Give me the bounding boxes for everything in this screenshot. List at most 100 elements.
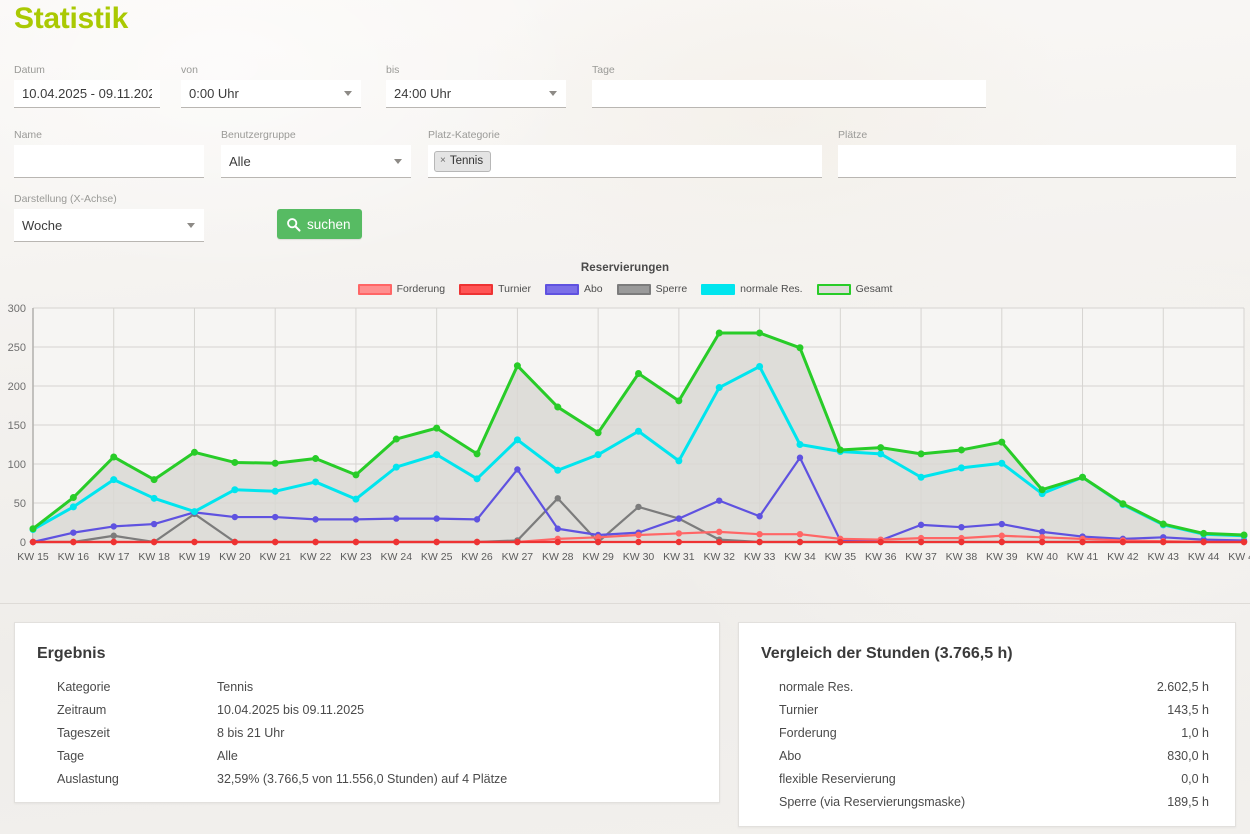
legend-item-abo[interactable]: Abo <box>544 283 603 295</box>
label-von: von <box>181 64 198 76</box>
legend-item-forderung[interactable]: Forderung <box>357 283 446 295</box>
x-axis-tick: KW 21 <box>259 551 291 563</box>
x-axis-tick: KW 25 <box>421 551 453 563</box>
legend-swatch <box>616 283 651 295</box>
x-axis-tick: KW 37 <box>905 551 937 563</box>
x-axis-tick: KW 18 <box>138 551 170 563</box>
table-row: Tageszeit 8 bis 21 Uhr <box>15 721 719 744</box>
legend-swatch <box>357 283 392 295</box>
darstellung-select[interactable] <box>14 209 204 242</box>
chip-label: Tennis <box>449 154 484 167</box>
section-divider <box>0 603 1250 604</box>
x-axis-tick: KW 33 <box>744 551 776 563</box>
table-row: Auslastung 32,59% (3.766,5 von 11.556,0 S… <box>15 767 719 790</box>
x-axis-tick: KW 41 <box>1067 551 1099 563</box>
x-axis-tick: KW 31 <box>663 551 695 563</box>
x-axis-tick: KW 16 <box>58 551 90 563</box>
page-title: Statistik <box>14 2 129 35</box>
x-axis-tick: KW 35 <box>825 551 857 563</box>
chart-svg: 0 50 100 150 200 250 300 KW 15 KW 16 KW 17 KW 18 KW… <box>8 303 1250 563</box>
bis-select[interactable] <box>386 80 566 108</box>
y-axis-tick: 250 <box>8 342 26 354</box>
result-card-heading: Ergebnis <box>37 645 106 662</box>
table-row: Forderung 1,0 h <box>739 721 1235 744</box>
table-row: flexible Reservierung 0,0 h <box>739 767 1235 790</box>
field-plaetze: Plätze <box>838 129 1236 178</box>
y-axis-tick: 0 <box>20 537 26 549</box>
row-value: 10.04.2025 bis 09.11.2025 <box>217 702 365 717</box>
field-tage: Tage <box>592 64 986 108</box>
chip-remove-icon[interactable]: × <box>440 154 446 166</box>
row-key: Tage <box>57 748 85 763</box>
x-axis-tick: KW 23 <box>340 551 372 563</box>
y-axis-tick: 300 <box>8 303 26 315</box>
series-turnier <box>29 538 1248 546</box>
x-axis-tick: KW 26 <box>461 551 493 563</box>
row-key: Sperre (via Reservierungsmaske) <box>779 794 966 809</box>
x-axis-tick: KW 45 <box>1228 551 1250 563</box>
search-button[interactable]: suchen <box>277 209 362 239</box>
x-axis-tick: KW 32 <box>703 551 735 563</box>
label-platz-kategorie: Platz-Kategorie <box>428 129 500 141</box>
x-axis-tick: KW 38 <box>946 551 978 563</box>
row-key: normale Res. <box>779 679 854 694</box>
reservations-chart: Reservierungen Forderung Turnier Abo Sperre… <box>0 262 1250 582</box>
y-axis-tick: 100 <box>8 459 26 471</box>
x-axis-tick: KW 19 <box>179 551 211 563</box>
row-key: Abo <box>779 748 802 763</box>
table-row: Turnier 143,5 h <box>739 698 1235 721</box>
chart-title: Reservierungen <box>580 262 670 274</box>
platz-kategorie-input[interactable]: × Tennis <box>428 145 822 178</box>
legend-label: Gesamt <box>855 283 893 295</box>
row-value: 2.602,5 h <box>1156 679 1209 694</box>
x-axis-tick: KW 20 <box>219 551 251 563</box>
row-key: Forderung <box>779 725 837 740</box>
x-axis-tick: KW 24 <box>381 551 413 563</box>
y-axis-tick: 50 <box>14 498 26 510</box>
plaetze-input[interactable] <box>838 145 1236 178</box>
row-value: 189,5 h <box>1167 794 1209 809</box>
label-benutzergruppe: Benutzergruppe <box>221 129 296 141</box>
legend-label: Sperre <box>655 283 688 295</box>
x-axis-tick: KW 42 <box>1107 551 1139 563</box>
legend-item-normale-res[interactable]: normale Res. <box>701 283 803 295</box>
row-key: Turnier <box>779 702 819 717</box>
name-input[interactable] <box>14 145 204 178</box>
benutzergruppe-select[interactable] <box>221 145 411 178</box>
x-axis-tick: KW 34 <box>784 551 816 563</box>
label-plaetze: Plätze <box>838 129 868 141</box>
row-value: Tennis <box>217 679 254 694</box>
table-row: Zeitraum 10.04.2025 bis 09.11.2025 <box>15 698 719 721</box>
x-axis-tick: KW 27 <box>502 551 534 563</box>
legend-item-gesamt[interactable]: Gesamt <box>816 283 893 295</box>
legend-label: Abo <box>583 283 603 295</box>
x-axis-tick: KW 15 <box>17 551 49 563</box>
chart-plot-area: 0 50 100 150 200 250 300 KW 15 KW 16 KW 17 KW 18 KW… <box>0 300 1250 568</box>
legend-label: Forderung <box>396 283 446 295</box>
legend-item-turnier[interactable]: Turnier <box>459 283 531 295</box>
series-gesamt <box>29 329 1248 539</box>
row-value: 8 bis 21 Uhr <box>217 725 285 740</box>
tage-input[interactable] <box>592 80 986 108</box>
field-von: von <box>181 64 361 108</box>
field-name: Name <box>14 129 204 178</box>
legend-swatch <box>701 283 736 295</box>
row-value: 830,0 h <box>1167 748 1209 763</box>
x-axis-tick: KW 29 <box>582 551 614 563</box>
row-key: Auslastung <box>57 771 119 786</box>
table-row: Sperre (via Reservierungsmaske) 189,5 h <box>739 790 1235 813</box>
legend-item-sperre[interactable]: Sperre <box>616 283 688 295</box>
von-select[interactable] <box>181 80 361 108</box>
label-bis: bis <box>386 64 400 76</box>
search-icon <box>287 217 301 232</box>
search-button-label: suchen <box>307 216 351 232</box>
legend-label: Turnier <box>498 283 531 295</box>
row-key: flexible Reservierung <box>779 771 896 786</box>
label-name: Name <box>14 129 43 141</box>
x-axis-tick: KW 44 <box>1188 551 1220 563</box>
chip-tennis[interactable]: × Tennis <box>434 150 492 172</box>
datum-input[interactable] <box>14 80 160 108</box>
row-key: Zeitraum <box>57 702 107 717</box>
table-row: normale Res. 2.602,5 h <box>739 675 1235 698</box>
